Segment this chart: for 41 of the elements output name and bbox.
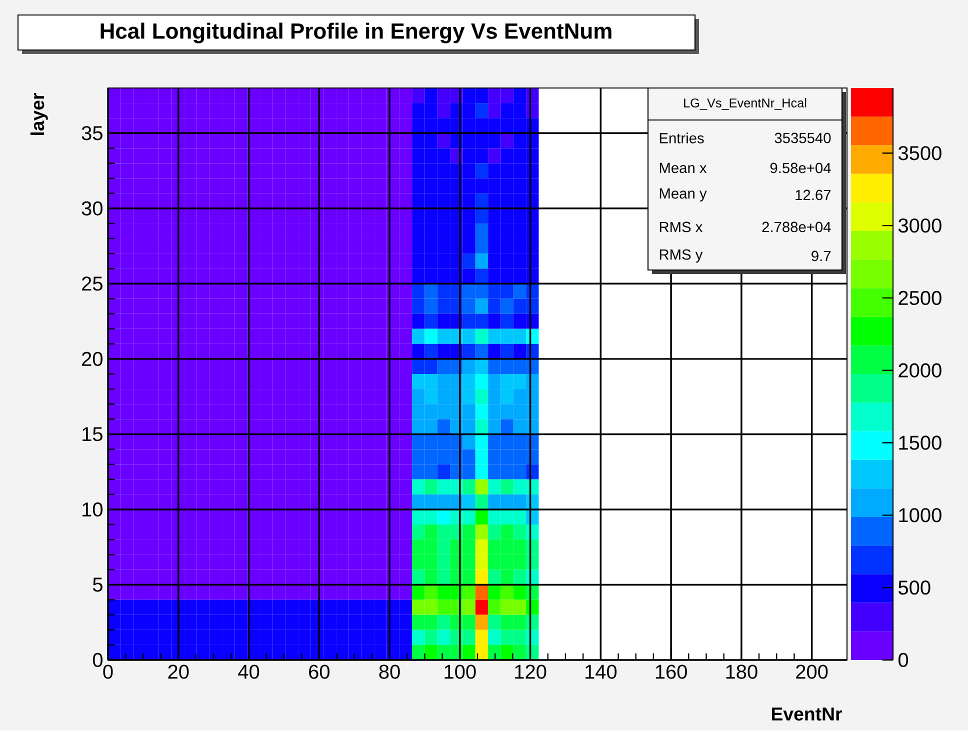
annotation: Mean y — [660, 188, 707, 202]
annotation: Entries — [660, 132, 704, 144]
annotation: 2.788e+04 — [762, 222, 831, 232]
x-tick-label: 160 — [656, 664, 687, 679]
y-tick-label: 15 — [82, 427, 102, 442]
color-bar-label: 3000 — [898, 218, 942, 233]
color-bar-label: 2500 — [898, 290, 942, 306]
color-bar-label: 3500 — [898, 146, 942, 160]
annotation: RMS x — [660, 222, 703, 232]
annotation: RMS y — [660, 249, 703, 263]
y-tick-label: 0 — [92, 652, 103, 668]
x-tick-label: 40 — [238, 664, 260, 679]
annotation: 3535540 — [774, 132, 831, 144]
annotation: 9.7 — [812, 250, 831, 262]
x-tick-label: 100 — [444, 664, 476, 679]
color-bar-label: 2000 — [898, 363, 942, 378]
x-tick-label: 20 — [168, 664, 189, 679]
y-tick-label: 5 — [92, 578, 102, 592]
color-bar-label: 500 — [898, 580, 930, 595]
color-bar-label: 0 — [898, 652, 908, 668]
annotation: 12.67 — [796, 190, 831, 200]
x-tick-label: 140 — [586, 664, 617, 679]
y-tick-label: 25 — [82, 276, 102, 291]
annotation: Mean x — [660, 162, 707, 174]
x-tick-label: 0 — [103, 664, 113, 679]
x-tick-label: 80 — [379, 664, 400, 679]
x-tick-label: 200 — [796, 664, 828, 679]
x-tick-label: 60 — [309, 664, 330, 679]
y-tick-label: 10 — [82, 502, 102, 517]
y-tick-label: 30 — [82, 201, 102, 216]
x-axis-title: EventNr — [772, 708, 842, 721]
x-tick-label: 120 — [515, 664, 546, 679]
x-tick-label: 180 — [726, 664, 758, 679]
chart-title: Hcal Longitudinal Profile in Energy Vs EventNum — [100, 22, 612, 44]
annotation: LG_Vs_EventNr_Hcal — [684, 98, 806, 110]
annotation: 9.58e+04 — [770, 162, 831, 174]
color-bar-label: 1500 — [899, 436, 942, 450]
y-tick-label: 20 — [82, 352, 102, 366]
y-axis-title: layer — [30, 92, 48, 135]
color-bar-label: 1000 — [899, 508, 942, 522]
y-tick-label: 35 — [82, 126, 102, 140]
